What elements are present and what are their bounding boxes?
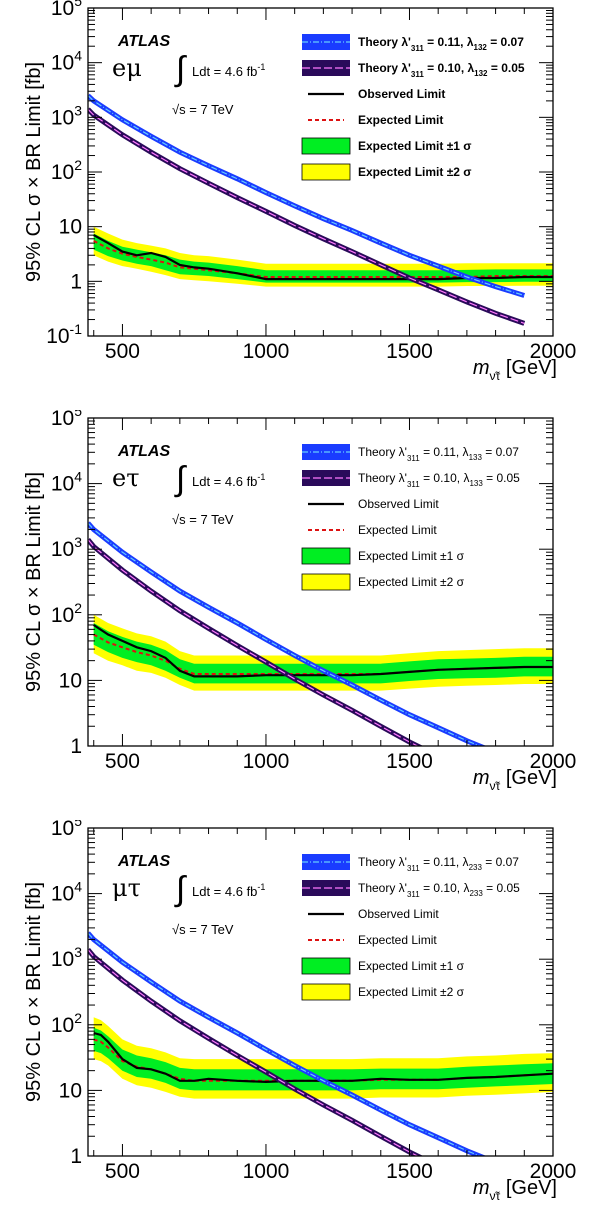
energy-label: √s = 7 TeV	[172, 512, 234, 527]
y-tick-label: 105	[51, 410, 82, 430]
y-tick-label: 105	[51, 0, 82, 20]
y-tick-label: 103	[51, 534, 82, 561]
plot-area	[88, 521, 553, 746]
integral-symbol: ∫	[174, 460, 187, 498]
theory-1-band	[88, 521, 487, 746]
x-tick-label: 500	[105, 340, 140, 363]
y-axis-label: 95% CL σ × BR Limit [fb]	[23, 472, 45, 692]
y-tick-label: 104	[51, 469, 82, 496]
theory-1-band	[88, 931, 487, 1156]
legend-label: Observed Limit	[358, 87, 445, 101]
x-tick-label: 2000	[530, 1160, 577, 1183]
chart-panel-etau: 500 1000 1500 2000 1 10 102 103 104 105 95% CL σ ×…	[0, 410, 601, 820]
x-tick-label: 500	[105, 750, 140, 773]
theory-2-line	[88, 949, 419, 1156]
x-axis-label: mν̃τ [GeV]	[473, 357, 557, 383]
channel-label: eτ	[112, 464, 139, 492]
experiment-label: ATLAS	[117, 443, 170, 460]
plot-frame	[87, 417, 554, 747]
legend-label: Observed Limit	[358, 907, 439, 921]
observed-limit-line	[93, 234, 553, 281]
x-axis-label: mν̃τ [GeV]	[473, 1177, 557, 1203]
legend-label: Expected Limit ±1 σ	[358, 139, 472, 153]
legend-swatch-band1	[301, 137, 351, 155]
y-tick-label: 1	[70, 1145, 82, 1168]
y-tick-label: 102	[51, 600, 82, 627]
y-tick-label: 102	[51, 1010, 82, 1037]
y-tick-label: 1	[70, 735, 82, 758]
legend-label: Expected Limit ±2 σ	[358, 985, 465, 999]
x-axis-label: mν̃τ [GeV]	[473, 767, 557, 793]
channel-label: eμ	[112, 54, 142, 82]
experiment-label: ATLAS	[117, 33, 170, 50]
x-tick-label: 2000	[530, 750, 577, 773]
legend-swatch-band2	[301, 163, 351, 181]
y-tick-label: 10	[59, 669, 82, 692]
y-tick-label: 103	[51, 102, 82, 129]
chart-etau: 500 1000 1500 2000 1 10 102 103 104 105 95% CL σ ×…	[23, 410, 577, 793]
y-tick-label: 104	[51, 48, 82, 75]
legend-swatch-band1	[301, 957, 351, 975]
x-tick-label: 1000	[243, 750, 290, 773]
legend-label: Expected Limit ±1 σ	[358, 549, 465, 563]
legend-label: Theory λ'311 = 0.10, λ133 = 0.05	[358, 471, 520, 489]
legend-label: Expected Limit	[358, 523, 437, 537]
theory-2-line	[88, 108, 525, 324]
legend-label: Expected Limit	[358, 113, 443, 127]
x-tick-label: 1500	[386, 1160, 433, 1183]
y-tick-label: 1	[70, 270, 82, 293]
legend-label: Theory λ'311 = 0.10, λ233 = 0.05	[358, 881, 520, 899]
legend-label: Expected Limit	[358, 933, 437, 947]
legend-label: Expected Limit ±2 σ	[358, 165, 472, 179]
legend-swatch-band1	[301, 547, 351, 565]
x-tick-label: 500	[105, 1160, 140, 1183]
chart-panel-emu: 500 1000 1500 2000 10-1 1 10 102 103 104 105 95% CL…	[0, 0, 601, 410]
legend-label: Theory λ'311 = 0.11, λ132 = 0.07	[358, 35, 524, 53]
x-tick-label: 1500	[386, 750, 433, 773]
legend-label: Theory λ'311 = 0.10, λ132 = 0.05	[358, 61, 525, 79]
theory-1-line	[88, 95, 525, 297]
y-tick-label: 105	[51, 820, 82, 840]
observed-limit-line	[93, 1031, 553, 1084]
band-1sigma	[93, 623, 553, 684]
y-tick-label: 102	[51, 157, 82, 184]
energy-label: √s = 7 TeV	[172, 102, 234, 117]
x-tick-label: 1000	[243, 340, 290, 363]
y-tick-label: 10	[59, 1079, 82, 1102]
legend-swatch-band2	[301, 573, 351, 591]
expected-limit-line	[93, 240, 553, 278]
band-1sigma	[93, 1027, 553, 1091]
x-tick-label: 1000	[243, 1160, 290, 1183]
x-tick-label: 2000	[530, 340, 577, 363]
channel-label: μτ	[112, 874, 141, 902]
y-axis-label: 95% CL σ × BR Limit [fb]	[23, 62, 45, 282]
plot-area	[88, 931, 553, 1156]
y-tick-label: 104	[51, 879, 82, 906]
chart-emu: 500 1000 1500 2000 10-1 1 10 102 103 104 105 95% CL…	[23, 0, 577, 383]
legend-label: Theory λ'311 = 0.11, λ133 = 0.07	[358, 445, 519, 463]
integral-symbol: ∫	[174, 50, 187, 88]
legend-label: Expected Limit ±1 σ	[358, 959, 465, 973]
plot-area	[88, 93, 553, 326]
lumi-label: Ldt = 4.6 fb-1	[192, 882, 265, 899]
y-tick-label: 10-1	[46, 321, 82, 348]
x-tick-label: 1500	[386, 340, 433, 363]
y-axis-label: 95% CL σ × BR Limit [fb]	[23, 882, 45, 1102]
experiment-label: ATLAS	[117, 853, 170, 870]
chart-mutau: 500 1000 1500 2000 1 10 102 103 104 105 95% CL σ ×…	[23, 820, 577, 1203]
plot-frame	[87, 827, 554, 1157]
y-tick-label: 103	[51, 944, 82, 971]
integral-symbol: ∫	[174, 870, 187, 908]
lumi-label: Ldt = 4.6 fb-1	[192, 62, 265, 79]
chart-panel-mutau: 500 1000 1500 2000 1 10 102 103 104 105 95% CL σ ×…	[0, 820, 601, 1230]
legend-label: Observed Limit	[358, 497, 439, 511]
lumi-label: Ldt = 4.6 fb-1	[192, 472, 265, 489]
legend-label: Expected Limit ±2 σ	[358, 575, 465, 589]
observed-limit-line	[93, 624, 553, 678]
y-tick-label: 10	[59, 216, 82, 239]
legend-label: Theory λ'311 = 0.11, λ233 = 0.07	[358, 855, 519, 873]
legend-swatch-band2	[301, 983, 351, 1001]
theory-2-line	[88, 539, 419, 746]
energy-label: √s = 7 TeV	[172, 922, 234, 937]
